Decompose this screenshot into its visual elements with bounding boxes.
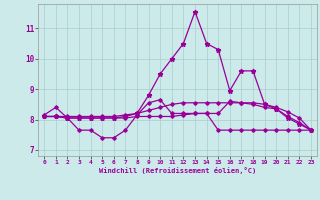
X-axis label: Windchill (Refroidissement éolien,°C): Windchill (Refroidissement éolien,°C) [99, 167, 256, 174]
